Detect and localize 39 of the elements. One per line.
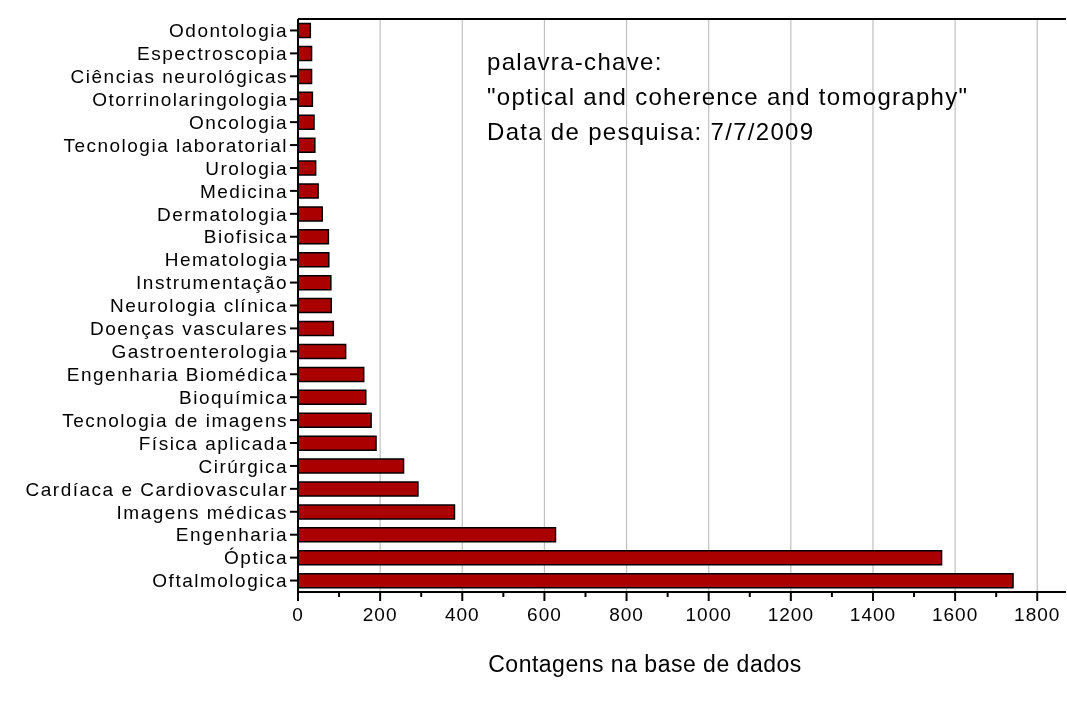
y-tick-label: Doenças vasculares [89, 318, 288, 340]
y-tick-label: Oftalmologica [152, 570, 288, 592]
y-tick-label: Otorrinolaringologia [92, 88, 288, 110]
x-tick-label: 200 [362, 604, 398, 625]
x-tick-label: 1600 [931, 604, 979, 625]
y-tick-label: Hematologia [164, 249, 288, 271]
x-tick-label: 1400 [849, 604, 897, 625]
y-tick-label: Imagens médicas [116, 501, 288, 523]
x-tick-label: 400 [444, 604, 480, 625]
x-axis-title: Contagens na base de dados [488, 651, 802, 677]
y-tick-label: Gastroenterologia [111, 341, 288, 363]
y-tick-label: Cardíaca e Cardiovascular [25, 478, 288, 500]
y-tick-label: Engenharia Biomédica [66, 364, 288, 386]
y-tick-label: Óptica [224, 547, 288, 569]
x-tick-label: 0 [292, 604, 304, 625]
y-tick-label: Ciências neurológicas [70, 66, 288, 88]
annotation: "optical and coherence and tomography" [487, 82, 969, 112]
y-tick-label: Engenharia [175, 524, 288, 546]
y-tick-label: Medicina [199, 180, 288, 202]
y-tick-label: Biofisica [203, 226, 288, 248]
x-tick-label: 600 [527, 604, 562, 625]
x-tick-label: 1800 [1014, 604, 1061, 625]
x-tick-label: 800 [609, 604, 644, 625]
y-tick-label: Física aplicada [138, 432, 288, 454]
annotation: palavra-chave: [487, 47, 664, 77]
y-tick-label: Oncologia [188, 111, 288, 133]
y-tick-label: Tecnologia laboratorial [63, 134, 288, 156]
x-tick-label: 1200 [767, 604, 814, 625]
y-tick-label: Dermatologia [157, 203, 288, 225]
y-tick-label: Espectroscopia [137, 43, 288, 65]
y-tick-label: Tecnologia de imagens [62, 409, 288, 431]
y-tick-label: Cirúrgica [198, 455, 288, 477]
annotation: Data de pesquisa: 7/7/2009 [487, 117, 816, 147]
y-tick-label: Instrumentação [136, 272, 288, 294]
y-tick-label: Odontologia [169, 20, 288, 42]
y-tick-label: Neurologia clínica [109, 295, 288, 317]
y-tick-label: Urologia [205, 157, 288, 179]
x-tick-label: 1000 [685, 604, 732, 625]
y-tick-label: Bioquímica [179, 386, 288, 408]
